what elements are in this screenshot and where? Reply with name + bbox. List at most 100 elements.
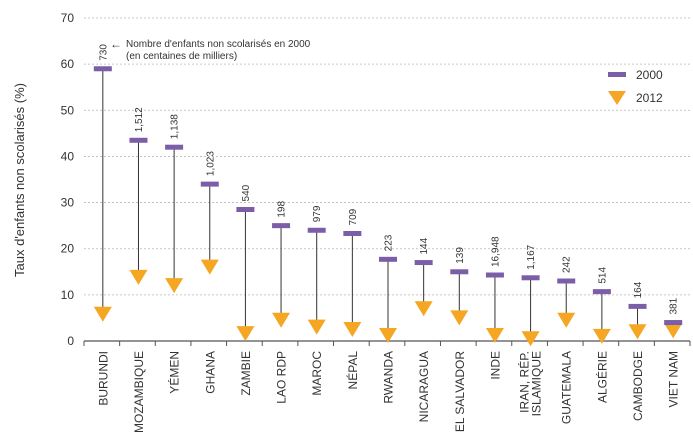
x-label-group: CAMBODGE [631, 351, 645, 421]
marker-2000 [557, 278, 576, 284]
y-tick-label-30: 30 [61, 196, 75, 210]
x-label-group: YÉMEN [167, 351, 182, 394]
marker-2012 [664, 323, 683, 339]
x-label-group: BURUNDI [96, 351, 110, 406]
x-tick-label: INDE [488, 351, 502, 380]
value-annotations: 730 1,512 1,138 1,023 540 198 979 709 223 144 139 1… [98, 44, 679, 315]
legend: 2000 2012 [608, 68, 663, 105]
y-axis: 0 10 20 30 40 50 60 70 [61, 11, 75, 348]
x-tick-label: MAROC [310, 351, 324, 396]
marker-2012 [93, 306, 112, 322]
marks [93, 66, 683, 347]
y-tick-label-70: 70 [61, 11, 75, 25]
value-annotation: 242 [562, 256, 573, 273]
marker-2012 [343, 321, 362, 337]
x-tick-label: CAMBODGE [631, 351, 645, 421]
note-line-2: (en centaines de milliers) [126, 51, 237, 62]
marker-2000 [414, 260, 433, 266]
x-tick-label: RWANDA [382, 351, 396, 404]
y-tick-label-40: 40 [61, 149, 75, 163]
y-tick-label-60: 60 [61, 57, 75, 71]
x-label-group: VIET NAM [667, 351, 681, 407]
y-tick-label-10: 10 [61, 288, 75, 302]
note-line-1: Nombre d'enfants non scolarisés en 2000 [126, 39, 311, 50]
marker-2000 [628, 303, 647, 309]
value-annotation: 1,138 [170, 114, 181, 139]
x-label-group: INDE [488, 351, 502, 380]
y-tick-label-20: 20 [61, 242, 75, 256]
x-tick-label: LAO RDP [275, 351, 289, 404]
marker-2000 [93, 66, 112, 72]
value-annotation: 540 [241, 184, 252, 201]
marker-2012 [236, 326, 255, 342]
value-annotation: 381 [669, 297, 680, 314]
marker-2000 [343, 230, 362, 236]
legend-marker-2012 [608, 91, 626, 105]
marker-2000 [307, 227, 326, 233]
x-tick-label: IRAN, RÉP. [517, 351, 532, 413]
value-annotation: 198 [277, 201, 288, 218]
value-annotation: 1,023 [205, 151, 216, 176]
legend-label-2000: 2000 [636, 68, 663, 82]
marker-2012 [485, 327, 504, 343]
marker-2012 [379, 327, 397, 343]
y-axis-label: Taux d'enfants non scolarisés (%) [12, 83, 27, 277]
marker-2012 [414, 301, 433, 317]
marker-2012 [129, 269, 148, 285]
marker-2000 [272, 223, 291, 229]
value-annotation: 223 [384, 234, 395, 251]
x-tick-label: ALGÉRIE [594, 351, 609, 403]
x-label-group: MOZAMBIQUE [132, 351, 146, 433]
x-tick-label: MOZAMBIQUE [132, 351, 146, 433]
value-annotation: 1,167 [526, 244, 537, 269]
x-label-group: LAO RDP [275, 351, 289, 404]
value-annotation: 730 [98, 44, 109, 61]
marker-2012 [307, 319, 326, 335]
x-label-group: RWANDA [382, 351, 396, 404]
x-tick-label: BURUNDI [96, 351, 110, 406]
x-label-group: IRAN, RÉP.ISLAMIQUE [517, 351, 544, 416]
x-tick-label: NICARAGUA [417, 351, 431, 422]
x-axis-labels: BURUNDI MOZAMBIQUE YÉMEN GHANA ZAMBIE LAO RDP… [96, 351, 680, 433]
x-label-group: ALGÉRIE [594, 351, 609, 403]
marker-2000 [450, 269, 469, 275]
x-label-group: EL SALVADOR [453, 351, 467, 432]
marker-2000 [165, 144, 184, 150]
marker-2000 [379, 256, 397, 262]
x-tick-label: VIET NAM [667, 351, 681, 407]
marker-2000 [592, 289, 611, 295]
marker-2000 [664, 320, 683, 326]
chart-note: ← Nombre d'enfants non scolarisés en 200… [110, 37, 311, 62]
marker-2012 [557, 312, 576, 328]
x-label-group: NÉPAL [345, 351, 360, 390]
legend-marker-2000 [608, 72, 626, 77]
x-tick-label: GUATEMALA [560, 351, 574, 424]
note-arrow: ← [110, 37, 122, 51]
grid-lines [83, 17, 691, 346]
marker-2012 [165, 278, 184, 294]
value-annotation: 139 [455, 247, 466, 264]
value-annotation: 709 [348, 208, 359, 225]
x-label-group: NICARAGUA [417, 351, 431, 422]
x-tick-label: YÉMEN [167, 351, 182, 394]
x-label-group: GUATEMALA [560, 351, 574, 424]
x-tick-label: ZAMBIE [239, 351, 253, 396]
value-annotation: 979 [312, 205, 323, 222]
marker-2012 [628, 324, 647, 340]
marker-2000 [521, 275, 540, 281]
value-annotation: 514 [597, 267, 608, 284]
x-tick-label: GHANA [203, 351, 217, 394]
marker-2000 [200, 181, 219, 187]
stems [102, 70, 674, 333]
x-tick-label: NÉPAL [345, 351, 360, 390]
x-tick-label: EL SALVADOR [453, 351, 467, 432]
marker-2000 [129, 137, 148, 143]
marker-2012 [200, 259, 219, 275]
value-annotation: 16,948 [490, 236, 501, 267]
marker-2012 [521, 331, 540, 347]
x-tick-label: ISLAMIQUE [530, 351, 544, 416]
value-annotation: 1,512 [134, 107, 145, 132]
marker-2000 [236, 206, 255, 212]
marker-2012 [450, 310, 469, 326]
